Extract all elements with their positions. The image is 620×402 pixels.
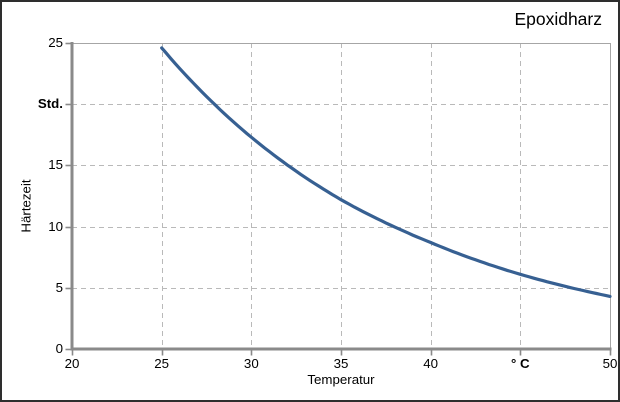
hardening-time-curve bbox=[160, 46, 612, 298]
y-tick-label-10: 10 bbox=[48, 218, 63, 234]
x-tick-label-C: ° C bbox=[511, 356, 530, 371]
y-tick-label-25: 25 bbox=[48, 35, 63, 50]
y-axis-title: Härtezeit bbox=[18, 179, 34, 233]
x-tick-label-30: 30 bbox=[243, 356, 259, 371]
x-axis-title: Temperatur bbox=[307, 372, 375, 387]
x-tick-label-20: 20 bbox=[64, 356, 80, 371]
x-tick-label-35: 35 bbox=[333, 356, 349, 371]
y-tick-label-5: 5 bbox=[55, 279, 63, 295]
chart-title: Epoxidharz bbox=[514, 9, 602, 29]
y-tick-label-Std: Std. bbox=[37, 96, 63, 112]
x-tick-label-25: 25 bbox=[154, 356, 170, 371]
x-tick-label-50: 50 bbox=[602, 356, 618, 371]
x-tick-label-40: 40 bbox=[423, 356, 439, 371]
y-tick-label-15: 15 bbox=[48, 157, 63, 173]
y-tick-label-0: 0 bbox=[55, 341, 63, 356]
